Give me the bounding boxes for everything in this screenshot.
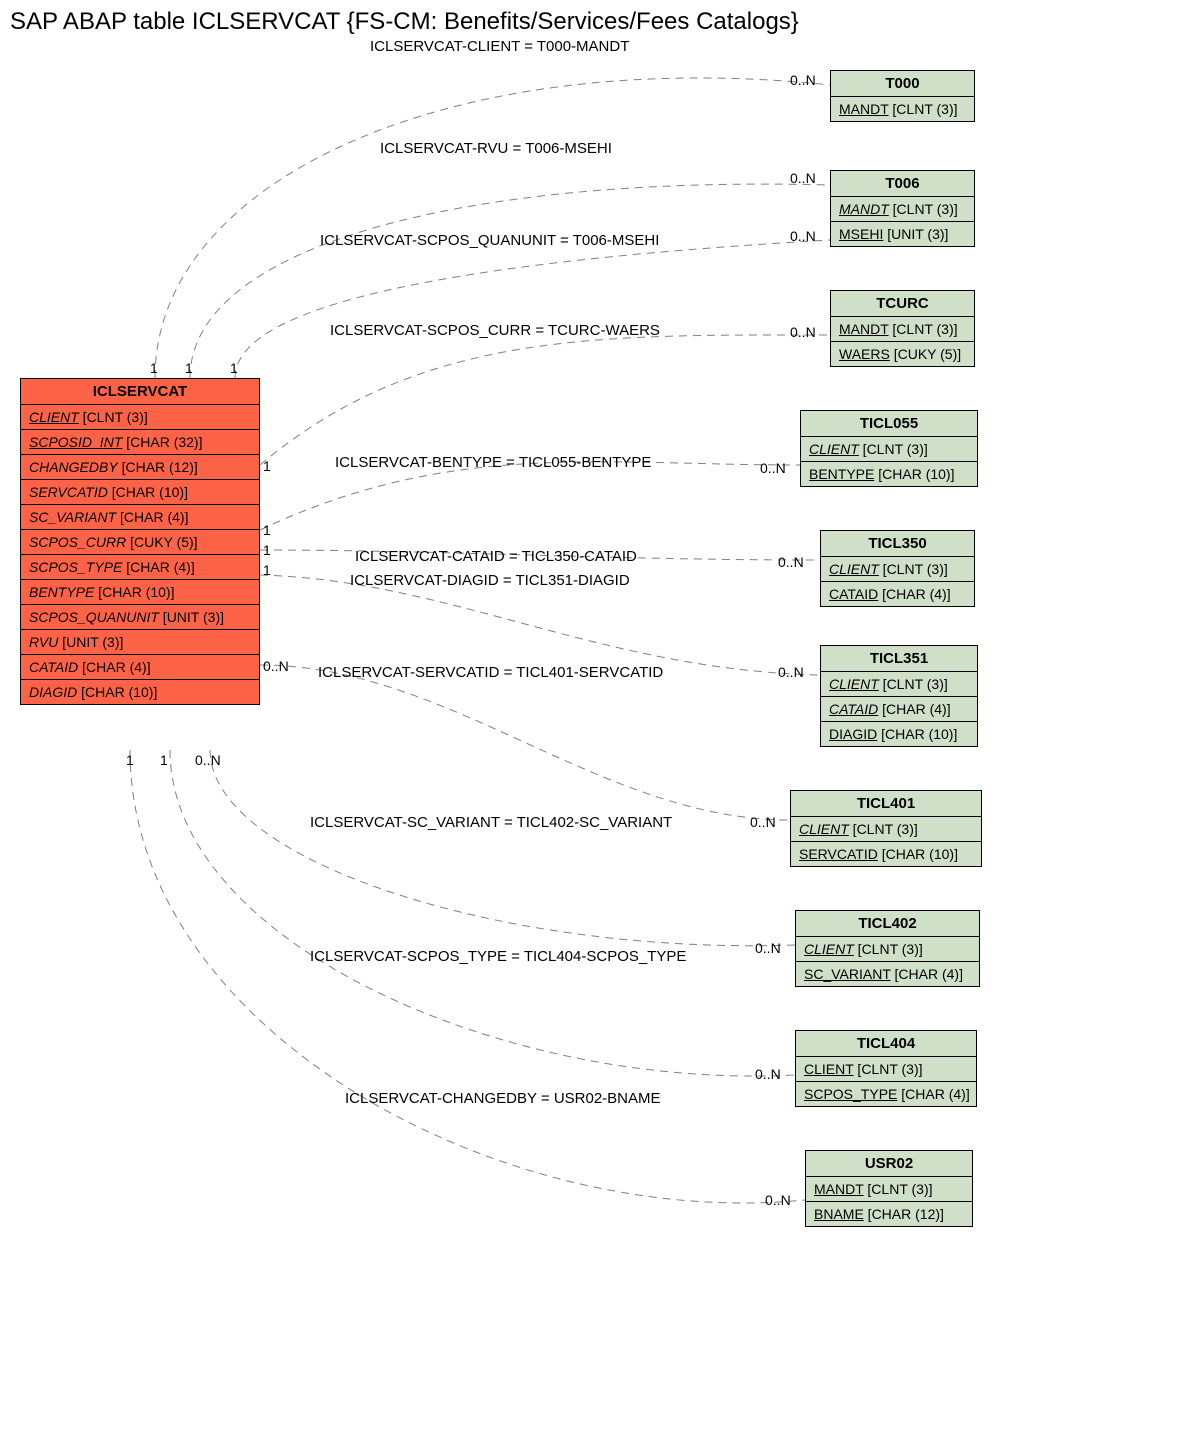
entity-row: CLIENT [CLNT (3)] xyxy=(801,437,977,462)
cardinality-label: 0..N xyxy=(778,664,804,680)
cardinality-label: 0..N xyxy=(790,228,816,244)
cardinality-label: 0..N xyxy=(760,460,786,476)
entity-header: TICL402 xyxy=(796,911,979,937)
entity-header: ICLSERVCAT xyxy=(21,379,259,405)
entity-row: CLIENT [CLNT (3)] xyxy=(821,672,977,697)
main-entity-table: ICLSERVCATCLIENT [CLNT (3)]SCPOSID_INT [… xyxy=(20,378,260,705)
cardinality-label: 1 xyxy=(230,360,238,376)
entity-row: MANDT [CLNT (3)] xyxy=(831,197,974,222)
cardinality-label: 1 xyxy=(150,360,158,376)
entity-row: RVU [UNIT (3)] xyxy=(21,630,259,655)
entity-row: MANDT [CLNT (3)] xyxy=(831,317,974,342)
edge-label: ICLSERVCAT-RVU = T006-MSEHI xyxy=(380,140,612,157)
entity-row: CATAID [CHAR (4)] xyxy=(821,582,974,606)
edge-label: ICLSERVCAT-DIAGID = TICL351-DIAGID xyxy=(350,572,630,589)
related-entity-table: USR02MANDT [CLNT (3)]BNAME [CHAR (12)] xyxy=(805,1150,973,1227)
edge-path xyxy=(170,750,795,1076)
entity-header: USR02 xyxy=(806,1151,972,1177)
edge-label: ICLSERVCAT-SC_VARIANT = TICL402-SC_VARIA… xyxy=(310,814,672,831)
entity-row: CLIENT [CLNT (3)] xyxy=(796,1057,976,1082)
entity-row: CATAID [CHAR (4)] xyxy=(21,655,259,680)
cardinality-label: 0..N xyxy=(755,1066,781,1082)
entity-row: SERVCATID [CHAR (10)] xyxy=(791,842,981,866)
edge-path xyxy=(260,335,830,465)
entity-row: CHANGEDBY [CHAR (12)] xyxy=(21,455,259,480)
entity-header: TICL401 xyxy=(791,791,981,817)
cardinality-label: 1 xyxy=(263,522,271,538)
cardinality-label: 1 xyxy=(263,458,271,474)
entity-header: T000 xyxy=(831,71,974,97)
edge-path xyxy=(190,184,830,378)
related-entity-table: TICL055CLIENT [CLNT (3)]BENTYPE [CHAR (1… xyxy=(800,410,978,487)
entity-row: WAERS [CUKY (5)] xyxy=(831,342,974,366)
entity-row: SC_VARIANT [CHAR (4)] xyxy=(796,962,979,986)
edge-label: ICLSERVCAT-CLIENT = T000-MANDT xyxy=(370,38,629,55)
cardinality-label: 0..N xyxy=(778,554,804,570)
entity-row: MANDT [CLNT (3)] xyxy=(806,1177,972,1202)
edge-label: ICLSERVCAT-SERVCATID = TICL401-SERVCATID xyxy=(318,664,663,681)
cardinality-label: 0..N xyxy=(263,658,289,674)
entity-row: CLIENT [CLNT (3)] xyxy=(796,937,979,962)
related-entity-table: TICL402CLIENT [CLNT (3)]SC_VARIANT [CHAR… xyxy=(795,910,980,987)
edge-label: ICLSERVCAT-BENTYPE = TICL055-BENTYPE xyxy=(335,454,651,471)
entity-row: SERVCATID [CHAR (10)] xyxy=(21,480,259,505)
cardinality-label: 1 xyxy=(126,752,134,768)
entity-row: SCPOS_TYPE [CHAR (4)] xyxy=(21,555,259,580)
cardinality-label: 0..N xyxy=(765,1192,791,1208)
diagram-title: SAP ABAP table ICLSERVCAT {FS-CM: Benefi… xyxy=(10,8,799,36)
entity-row: SC_VARIANT [CHAR (4)] xyxy=(21,505,259,530)
entity-row: SCPOS_TYPE [CHAR (4)] xyxy=(796,1082,976,1106)
entity-row: MANDT [CLNT (3)] xyxy=(831,97,974,121)
cardinality-label: 1 xyxy=(160,752,168,768)
entity-header: TICL351 xyxy=(821,646,977,672)
entity-row: SCPOS_CURR [CUKY (5)] xyxy=(21,530,259,555)
entity-row: BNAME [CHAR (12)] xyxy=(806,1202,972,1226)
entity-header: TICL055 xyxy=(801,411,977,437)
cardinality-label: 1 xyxy=(263,562,271,578)
related-entity-table: T000MANDT [CLNT (3)] xyxy=(830,70,975,122)
cardinality-label: 1 xyxy=(263,542,271,558)
entity-row: BENTYPE [CHAR (10)] xyxy=(21,580,259,605)
edge-path xyxy=(260,665,790,820)
entity-row: CLIENT [CLNT (3)] xyxy=(21,405,259,430)
related-entity-table: TICL350CLIENT [CLNT (3)]CATAID [CHAR (4)… xyxy=(820,530,975,607)
entity-row: MSEHI [UNIT (3)] xyxy=(831,222,974,246)
entity-row: DIAGID [CHAR (10)] xyxy=(821,722,977,746)
edge-path xyxy=(260,462,800,530)
edge-path xyxy=(260,575,820,675)
entity-header: TICL404 xyxy=(796,1031,976,1057)
entity-row: CLIENT [CLNT (3)] xyxy=(821,557,974,582)
related-entity-table: TICL404CLIENT [CLNT (3)]SCPOS_TYPE [CHAR… xyxy=(795,1030,977,1107)
edges-svg xyxy=(0,0,1184,1444)
entity-row: BENTYPE [CHAR (10)] xyxy=(801,462,977,486)
entity-row: CLIENT [CLNT (3)] xyxy=(791,817,981,842)
entity-header: T006 xyxy=(831,171,974,197)
entity-row: CATAID [CHAR (4)] xyxy=(821,697,977,722)
cardinality-label: 1 xyxy=(185,360,193,376)
entity-header: TICL350 xyxy=(821,531,974,557)
edge-label: ICLSERVCAT-SCPOS_CURR = TCURC-WAERS xyxy=(330,322,660,339)
cardinality-label: 0..N xyxy=(755,940,781,956)
edge-label: ICLSERVCAT-CHANGEDBY = USR02-BNAME xyxy=(345,1090,661,1107)
cardinality-label: 0..N xyxy=(790,324,816,340)
entity-header: TCURC xyxy=(831,291,974,317)
edge-path xyxy=(235,240,830,378)
edge-label: ICLSERVCAT-CATAID = TICL350-CATAID xyxy=(355,548,637,565)
related-entity-table: T006MANDT [CLNT (3)]MSEHI [UNIT (3)] xyxy=(830,170,975,247)
edge-path xyxy=(210,750,795,946)
related-entity-table: TICL401CLIENT [CLNT (3)]SERVCATID [CHAR … xyxy=(790,790,982,867)
related-entity-table: TICL351CLIENT [CLNT (3)]CATAID [CHAR (4)… xyxy=(820,645,978,747)
related-entity-table: TCURCMANDT [CLNT (3)]WAERS [CUKY (5)] xyxy=(830,290,975,367)
entity-row: SCPOSID_INT [CHAR (32)] xyxy=(21,430,259,455)
cardinality-label: 0..N xyxy=(750,814,776,830)
cardinality-label: 0..N xyxy=(195,752,221,768)
edge-label: ICLSERVCAT-SCPOS_QUANUNIT = T006-MSEHI xyxy=(320,232,659,249)
entity-row: SCPOS_QUANUNIT [UNIT (3)] xyxy=(21,605,259,630)
entity-row: DIAGID [CHAR (10)] xyxy=(21,680,259,704)
edge-label: ICLSERVCAT-SCPOS_TYPE = TICL404-SCPOS_TY… xyxy=(310,948,686,965)
cardinality-label: 0..N xyxy=(790,72,816,88)
cardinality-label: 0..N xyxy=(790,170,816,186)
